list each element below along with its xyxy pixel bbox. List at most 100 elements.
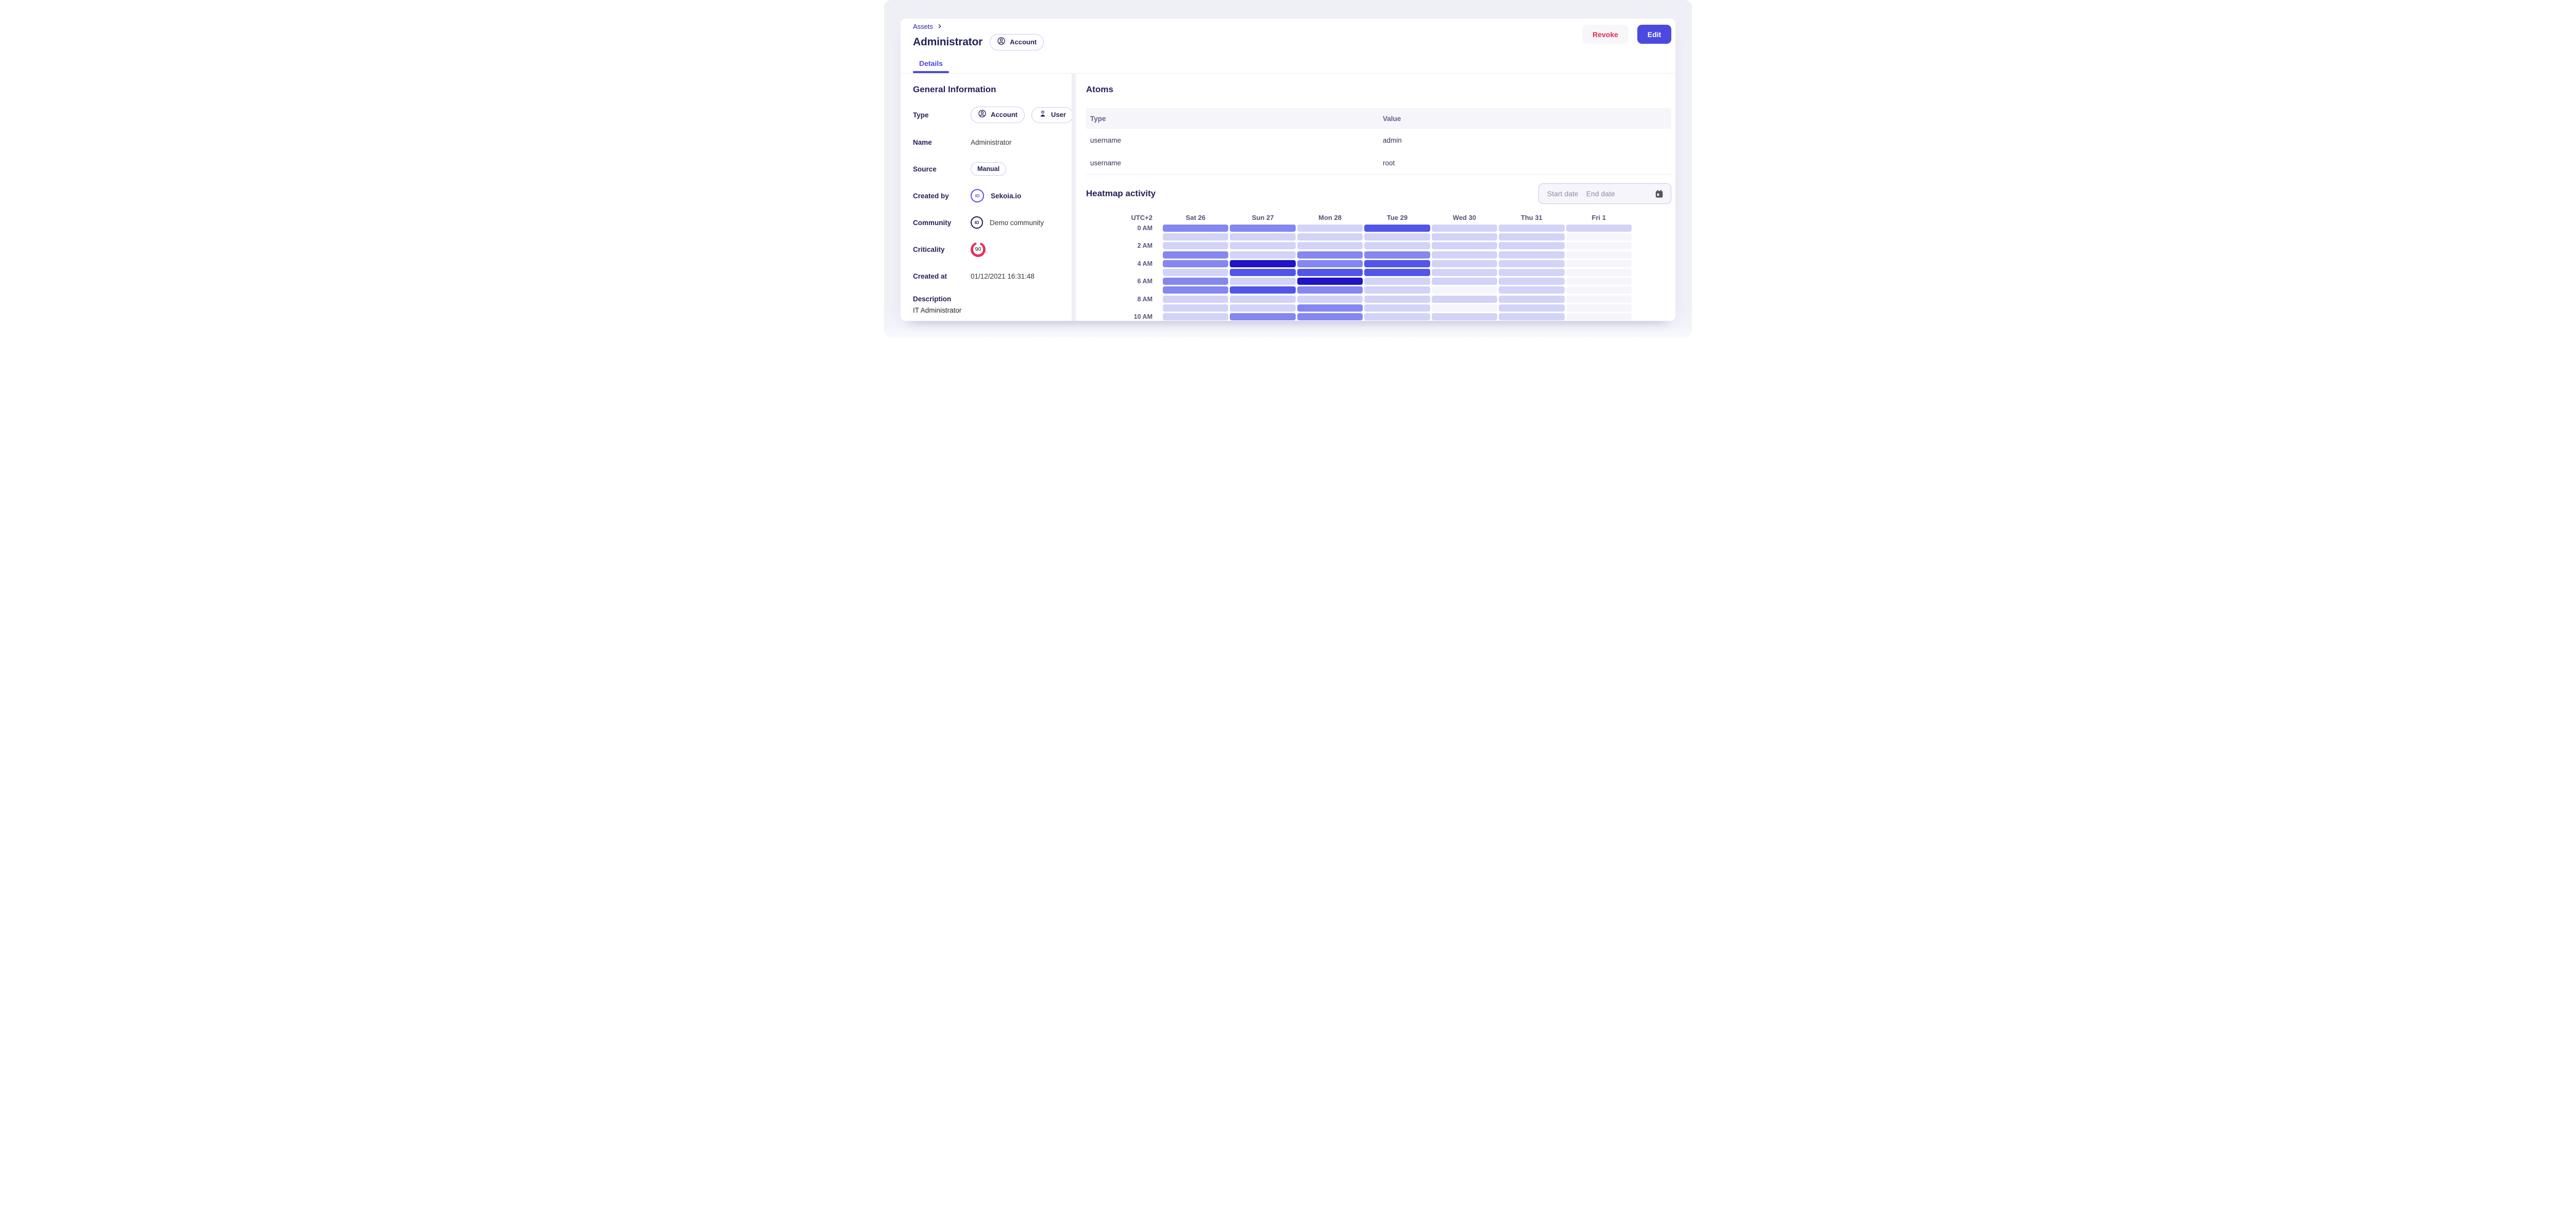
heatmap-cell [1364, 233, 1430, 241]
heatmap-cell [1297, 225, 1363, 232]
heatmap-cell [1163, 278, 1229, 285]
type-badge-account-label: Account [991, 111, 1018, 118]
heatmap-cell [1364, 268, 1430, 276]
page-header: Assets Administrator Account [901, 19, 1675, 74]
created-by-value: Sekoia.io [991, 192, 1022, 200]
heatmap-cell [1431, 304, 1498, 312]
sekoia-io-logo-icon: IO [971, 189, 984, 202]
field-source-label: Source [913, 165, 937, 173]
header-actions: Revoke Edit [1582, 25, 1671, 44]
heatmap-day-label: Tue 29 [1386, 214, 1408, 221]
heatmap-cell [1566, 251, 1632, 259]
heatmap-cell [1566, 295, 1632, 303]
atoms-column-value: Value [1383, 114, 1401, 123]
heatmap-cell [1431, 233, 1498, 241]
heatmap-hour-label: 8 AM [1137, 295, 1153, 303]
heatmap-cell [1431, 313, 1498, 320]
account-type-badge: Account [990, 34, 1044, 50]
heatmap-cell [1297, 233, 1363, 241]
breadcrumb-assets-link[interactable]: Assets [913, 22, 934, 30]
details-panel: Atoms Type Value username admin username ro… [1076, 74, 1675, 321]
heatmap-cell [1431, 225, 1498, 232]
heatmap-day-label: Mon 28 [1318, 214, 1342, 221]
heatmap-cell [1431, 286, 1498, 294]
bottom-fade [884, 324, 1692, 337]
atoms-table-row: username root [1086, 151, 1671, 174]
heatmap-cell [1364, 242, 1430, 250]
heatmap-cell [1364, 225, 1430, 232]
heatmap-cell [1499, 233, 1565, 241]
calendar-icon[interactable] [1654, 189, 1664, 199]
atoms-table: Type Value username admin username root [1086, 108, 1671, 175]
heatmap-cell [1230, 251, 1296, 259]
revoke-button[interactable]: Revoke [1582, 25, 1629, 44]
field-type-label: Type [913, 111, 929, 119]
heatmap-cell [1364, 313, 1430, 320]
asset-detail-card: Assets Administrator Account [901, 19, 1675, 321]
heatmap-hour-label: 6 AM [1137, 278, 1153, 285]
card-body: General Information Type [901, 74, 1675, 321]
heatmap-cell [1163, 304, 1229, 312]
heatmap-hour-label: 10 AM [1133, 313, 1153, 320]
end-date-field[interactable]: End date [1586, 190, 1615, 198]
heatmap-hour-label [1086, 286, 1161, 294]
edit-button[interactable]: Edit [1637, 25, 1671, 44]
type-badge-account: Account [971, 107, 1025, 123]
field-description-label: Description [913, 295, 952, 303]
heatmap-hour-label: 4 AM [1137, 260, 1153, 267]
heatmap-cell [1230, 268, 1296, 276]
tab-details[interactable]: Details [913, 59, 949, 73]
heatmap-cell [1364, 251, 1430, 259]
heatmap-day-label: Sun 27 [1251, 214, 1274, 221]
user-icon [1039, 110, 1047, 121]
field-source: Source Manual [913, 161, 1059, 177]
heatmap-cell [1297, 313, 1363, 320]
atom-type-cell: username [1090, 136, 1122, 144]
heatmap-cell [1297, 286, 1363, 294]
account-circle-icon [978, 109, 987, 121]
heatmap-cell [1566, 313, 1632, 320]
heatmap-cell [1431, 260, 1498, 267]
heatmap-cell [1566, 233, 1632, 241]
heatmap-hour-label: 0 AM [1137, 225, 1153, 232]
heatmap-timezone-label: UTC+2 [1131, 214, 1153, 221]
general-information-panel: General Information Type [901, 74, 1073, 321]
heatmap-cell [1163, 251, 1229, 259]
heatmap-cell [1230, 233, 1296, 241]
field-name: Name Administrator [913, 134, 1059, 150]
app-window: Assets Administrator Account [884, 0, 1692, 337]
heatmap-hour-label [1086, 269, 1161, 276]
type-badge-user-label: User [1051, 111, 1066, 118]
heatmap-cell [1566, 304, 1632, 312]
heatmap-cell [1499, 304, 1565, 312]
title-row: Administrator Account [913, 34, 1675, 50]
heatmap-cell [1163, 225, 1229, 232]
field-community: Community IO Demo community [913, 215, 1059, 230]
heatmap-cell [1499, 225, 1565, 232]
start-date-field[interactable]: Start date [1547, 190, 1579, 198]
field-type: Type Account [913, 107, 1073, 123]
tab-bar: Details [913, 59, 949, 73]
atom-value-cell: root [1383, 159, 1395, 167]
heatmap-cell [1431, 242, 1498, 250]
breadcrumb: Assets [913, 22, 1675, 30]
field-created-by: Created by IO Sekoia.io [913, 188, 1059, 203]
community-value: Demo community [990, 218, 1044, 227]
heatmap-cell [1297, 295, 1363, 303]
heatmap-cell [1230, 304, 1296, 312]
heatmap-cell [1297, 251, 1363, 259]
heatmap-day-label: Fri 1 [1591, 214, 1606, 221]
general-information-fields: Type Account [913, 107, 1073, 314]
heatmap-section-header: Heatmap activity Start date End date [1086, 183, 1671, 204]
heatmap-cell [1364, 260, 1430, 267]
heatmap-title: Heatmap activity [1086, 189, 1156, 198]
page-title: Administrator [913, 36, 983, 48]
heatmap-cell [1163, 286, 1229, 294]
description-value: IT Administrator [913, 306, 962, 314]
heatmap-cell [1364, 286, 1430, 294]
heatmap-hour-label [1086, 233, 1161, 241]
heatmap-hour-label [1086, 251, 1161, 259]
criticality-value: 90 [975, 246, 981, 252]
heatmap-cell [1364, 278, 1430, 285]
date-range-picker[interactable]: Start date End date [1538, 183, 1671, 204]
